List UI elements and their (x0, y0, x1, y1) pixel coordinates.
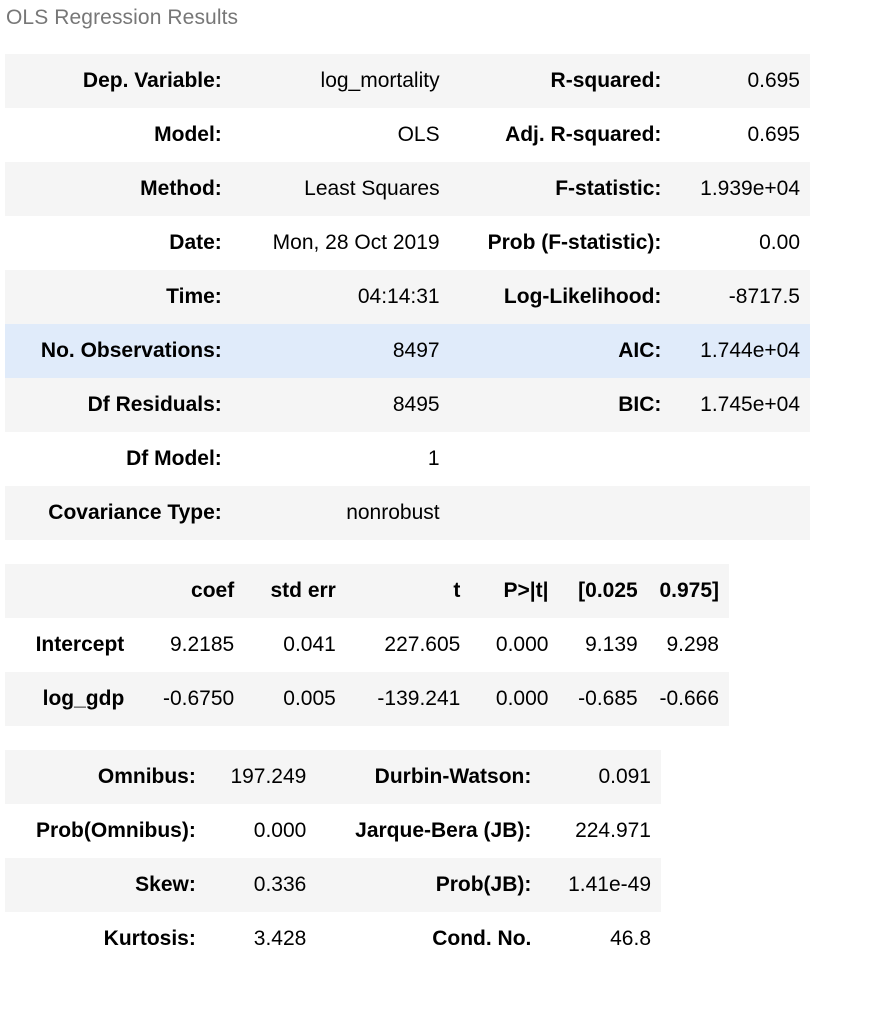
diag-value: 0.091 (598, 765, 651, 788)
summary-label: BIC: (618, 393, 662, 416)
summary-label: Dep. Variable: (82, 69, 222, 92)
column-header: [0.025 (578, 579, 638, 602)
summary-value: Least Squares (304, 177, 440, 200)
table-row: Df Model: 1 (5, 432, 810, 486)
diag-label: Prob(JB): (435, 873, 532, 896)
diag-label: Jarque-Bera (JB): (355, 819, 532, 842)
diag-label: Omnibus: (97, 765, 196, 788)
table-cell: 0.005 (283, 687, 336, 710)
table-row: Date: Mon, 28 Oct 2019 Prob (F-statistic… (5, 216, 810, 270)
summary-value: log_mortality (320, 69, 440, 92)
diag-value: 46.8 (610, 927, 651, 950)
diag-value: 197.249 (230, 765, 307, 788)
summary-value: 0.00 (759, 231, 800, 254)
summary-label: Adj. R-squared: (505, 123, 662, 146)
table-cell: 227.605 (384, 633, 461, 656)
summary-label: Df Residuals: (87, 393, 222, 416)
summary-value: -8717.5 (728, 285, 800, 308)
diag-label: Durbin-Watson: (374, 765, 532, 788)
table-cell: 0.000 (495, 633, 549, 656)
summary-value: 1.939e+04 (700, 177, 800, 200)
column-header: P>|t| (503, 579, 549, 602)
summary-label (440, 432, 662, 486)
table-row: log_gdp -0.6750 0.005 -139.241 0.000 -0.… (5, 672, 729, 726)
row-header: log_gdp (42, 687, 125, 710)
diag-label: Prob(Omnibus): (36, 819, 196, 842)
summary-value: 0.695 (747, 69, 800, 92)
summary-value: 04:14:31 (357, 285, 440, 308)
table-header-row: coef std err t P>|t| [0.025 0.975] (5, 564, 729, 618)
table-row: Prob(Omnibus): 0.000 Jarque-Bera (JB): 2… (5, 804, 661, 858)
column-header: t (453, 579, 461, 602)
table-row: Kurtosis: 3.428 Cond. No. 46.8 (5, 912, 661, 966)
summary-label: Df Model: (126, 447, 222, 470)
summary-value: nonrobust (346, 501, 440, 524)
summary-value: 1 (427, 447, 440, 470)
table-cell: -139.241 (377, 687, 461, 710)
summary-label: No. Observations: (40, 339, 222, 362)
column-header: 0.975] (659, 579, 719, 602)
table-row: Model: OLS Adj. R-squared: 0.695 (5, 108, 810, 162)
diag-value: 1.41e-49 (568, 873, 651, 896)
table-row-highlighted: No. Observations: 8497 AIC: 1.744e+04 (5, 324, 810, 378)
table-cell: 9.298 (666, 633, 719, 656)
summary-value: 8497 (392, 339, 440, 362)
row-header: Intercept (35, 633, 125, 656)
summary-value: OLS (397, 123, 440, 146)
summary-label: AIC: (618, 339, 662, 362)
summary-label: Date: (169, 231, 222, 254)
summary-label: Log-Likelihood: (503, 285, 662, 308)
table-row: Skew: 0.336 Prob(JB): 1.41e-49 (5, 858, 661, 912)
summary-label: Covariance Type: (48, 501, 222, 524)
diag-label: Cond. No. (432, 927, 532, 950)
diag-label: Skew: (135, 873, 196, 896)
diag-value: 0.336 (253, 873, 307, 896)
summary-value: Mon, 28 Oct 2019 (272, 231, 440, 254)
column-header (5, 564, 124, 618)
coefficients-table: coef std err t P>|t| [0.025 0.975] Inter… (5, 564, 729, 726)
table-cell: 9.2185 (169, 633, 235, 656)
summary-value: 1.745e+04 (700, 393, 800, 416)
column-header: coef (191, 579, 235, 602)
summary-label: R-squared: (550, 69, 662, 92)
diag-value: 0.000 (253, 819, 307, 842)
summary-label: Prob (F-statistic): (487, 231, 662, 254)
diag-value: 3.428 (253, 927, 307, 950)
summary-label (440, 486, 662, 540)
table-row: Method: Least Squares F-statistic: 1.939… (5, 162, 810, 216)
table-cell: -0.685 (578, 687, 638, 710)
column-header: std err (270, 579, 336, 602)
summary-value: 8495 (392, 393, 440, 416)
diagnostics-table: Omnibus: 197.249 Durbin-Watson: 0.091 Pr… (5, 750, 661, 966)
model-summary-table: Dep. Variable: log_mortality R-squared: … (5, 54, 810, 540)
table-row: Covariance Type: nonrobust (5, 486, 810, 540)
summary-label: Model: (154, 123, 222, 146)
diag-label: Kurtosis: (103, 927, 196, 950)
summary-value: 0.695 (747, 123, 800, 146)
table-cell: 0.041 (283, 633, 336, 656)
summary-value: 1.744e+04 (700, 339, 800, 362)
table-row: Df Residuals: 8495 BIC: 1.745e+04 (5, 378, 810, 432)
summary-label: Time: (166, 285, 222, 308)
summary-label: F-statistic: (555, 177, 662, 200)
summary-value (661, 432, 810, 486)
table-cell: 0.000 (495, 687, 549, 710)
table-row: Omnibus: 197.249 Durbin-Watson: 0.091 (5, 750, 661, 804)
summary-value (661, 486, 810, 540)
table-caption: OLS Regression Results (6, 6, 239, 29)
table-cell: 9.139 (585, 633, 638, 656)
diag-value: 224.971 (575, 819, 651, 842)
summary-label: Method: (140, 177, 222, 200)
table-row: Dep. Variable: log_mortality R-squared: … (5, 54, 810, 108)
table-cell: -0.666 (659, 687, 719, 710)
table-cell: -0.6750 (162, 687, 235, 710)
table-row: Time: 04:14:31 Log-Likelihood: -8717.5 (5, 270, 810, 324)
table-row: Intercept 9.2185 0.041 227.605 0.000 9.1… (5, 618, 729, 672)
